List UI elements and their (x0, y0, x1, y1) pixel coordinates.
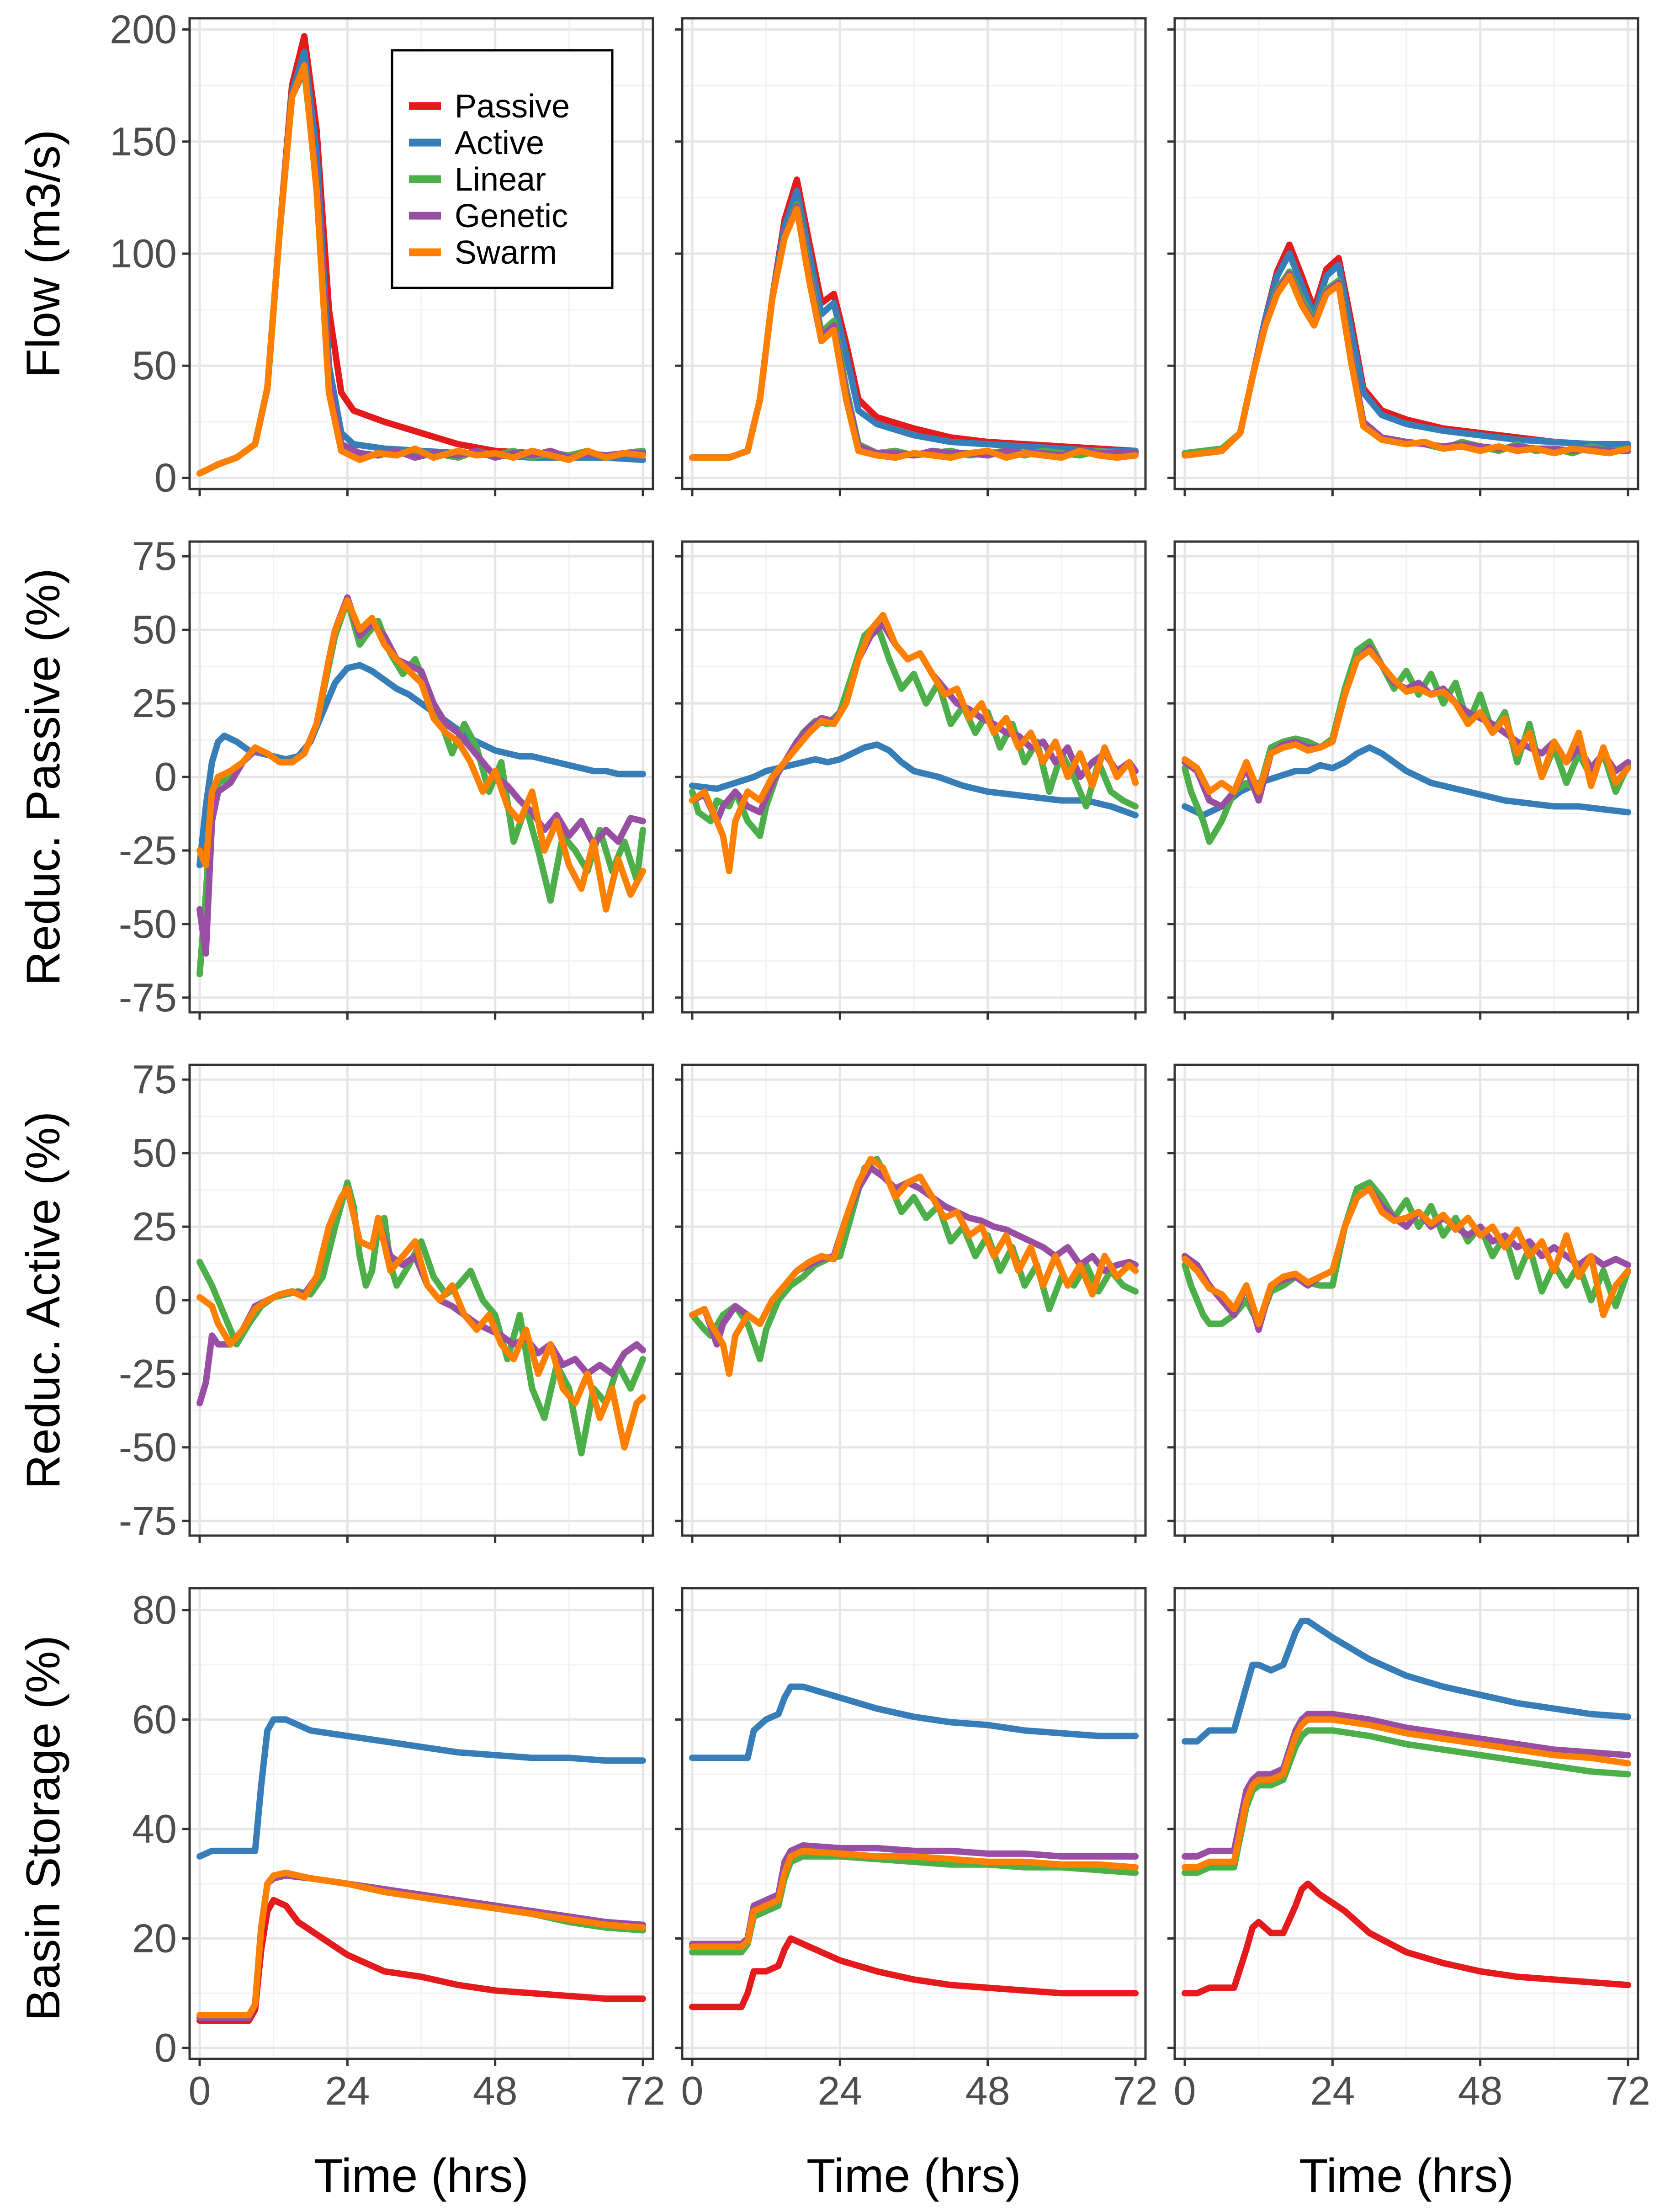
y-tick-label: -25 (119, 1351, 177, 1396)
y-tick-label: 20 (132, 1916, 177, 1961)
y-tick-label: 40 (132, 1806, 177, 1851)
series-line-genetic (1182, 1185, 1631, 1333)
y-tick-label: 0 (154, 455, 177, 500)
y-tick-label: 0 (154, 2025, 177, 2070)
row-3-ylabel: Basin Storage (%) (17, 1635, 70, 2021)
series-line-swarm (196, 1185, 646, 1451)
series-line-swarm (1182, 647, 1631, 795)
x-tick-label: 48 (965, 2068, 1010, 2113)
y-tick-label: 0 (154, 754, 177, 799)
y-tick-label: 75 (132, 533, 177, 579)
series-line-swarm (689, 611, 1139, 874)
y-tick-label: 0 (154, 1277, 177, 1323)
col-2-xlabel: Time (hrs) (1299, 2149, 1514, 2202)
series-line-swarm (689, 1156, 1139, 1377)
x-tick-label: 24 (817, 2068, 862, 2113)
x-tick-label: 0 (189, 2068, 211, 2113)
y-tick-label: -75 (119, 1498, 177, 1543)
legend-label-linear: Linear (455, 161, 546, 198)
y-tick-label: 100 (110, 231, 177, 276)
row-2-ylabel: Reduc. Active (%) (17, 1111, 70, 1489)
panel-r1-c0: 75 50 25 0 -25 -50 -75 (119, 533, 654, 1020)
y-tick-label: -50 (119, 1425, 177, 1470)
panel-r2-c2 (1167, 1063, 1639, 1543)
panel-r1-c2 (1167, 540, 1639, 1020)
y-tick-label: 25 (132, 681, 177, 726)
y-tick-label: 25 (132, 1204, 177, 1249)
x-tick-label: 48 (473, 2068, 518, 2113)
y-tick-label: 80 (132, 1587, 177, 1632)
series-line-linear (689, 621, 1139, 839)
series-line-swarm (1182, 1185, 1631, 1327)
series-line-passive (689, 1935, 1139, 2010)
y-tick-label: -75 (119, 975, 177, 1020)
series-line-swarm (196, 597, 646, 913)
legend-label-passive: Passive (455, 88, 570, 125)
series-line-active (689, 1683, 1139, 1761)
y-tick-label: 60 (132, 1696, 177, 1742)
col-0-xlabel: Time (hrs) (314, 2149, 529, 2202)
series-line-active (196, 1716, 646, 1860)
series-line-active (689, 741, 1139, 819)
panel-r1-c1 (675, 540, 1147, 1020)
series-line-passive (1182, 1880, 1631, 1997)
x-tick-label: 24 (325, 2068, 370, 2113)
x-tick-label: 72 (1606, 2068, 1650, 2113)
legend: Passive Active Linear Genetic Swarm (391, 49, 614, 289)
series-line-swarm (1182, 1716, 1631, 1871)
panel-r2-c0: 75 50 25 0 -25 -50 -75 (119, 1057, 654, 1543)
y-tick-label: 200 (110, 7, 177, 52)
panel-r0-c2 (1167, 17, 1639, 496)
y-tick-label: 75 (132, 1057, 177, 1102)
x-tick-label: 72 (620, 2068, 665, 2113)
panel-border (681, 1587, 1147, 2060)
legend-box (391, 49, 614, 289)
x-tick-label: 24 (1310, 2068, 1355, 2113)
series-line-swarm (196, 1869, 646, 2019)
y-tick-label: 50 (132, 607, 177, 652)
row-1-ylabel: Reduc. Passive (%) (17, 568, 70, 985)
y-tick-label: -50 (119, 901, 177, 946)
col-1-xlabel: Time (hrs) (806, 2149, 1021, 2202)
x-tick-label: 0 (1174, 2068, 1196, 2113)
series-line-swarm (689, 205, 1139, 461)
panel-r3-c2: 0 24 48 72 (1167, 1587, 1650, 2113)
y-tick-label: 50 (132, 1130, 177, 1175)
series-line-swarm (1182, 273, 1631, 459)
legend-label-genetic: Genetic (455, 198, 568, 234)
panel-r3-c0: 80 60 40 20 00 24 48 72 (132, 1587, 665, 2113)
y-tick-label: -25 (119, 828, 177, 873)
legend-label-active: Active (455, 125, 544, 161)
y-tick-label: 50 (132, 343, 177, 388)
panel-border (1173, 1587, 1639, 2060)
series-line-active (1182, 1617, 1631, 1745)
panel-grid: 2001501005007550250-25-50-757550250-25-5… (110, 7, 1650, 2113)
panel-r2-c1 (675, 1063, 1147, 1543)
series-line-swarm (196, 62, 646, 477)
series-line-linear (689, 1156, 1139, 1362)
row-0-ylabel: Flow (m3/s) (17, 129, 70, 378)
panel-r0-c1 (675, 17, 1147, 496)
panel-r3-c1: 0 24 48 72 (675, 1587, 1158, 2113)
y-tick-label: 150 (110, 119, 177, 164)
x-tick-label: 0 (681, 2068, 704, 2113)
series-line-swarm (689, 1847, 1139, 1950)
panel-border (188, 1587, 654, 2060)
x-tick-label: 72 (1113, 2068, 1158, 2113)
x-tick-label: 48 (1458, 2068, 1503, 2113)
legend-label-swarm: Swarm (455, 234, 557, 271)
